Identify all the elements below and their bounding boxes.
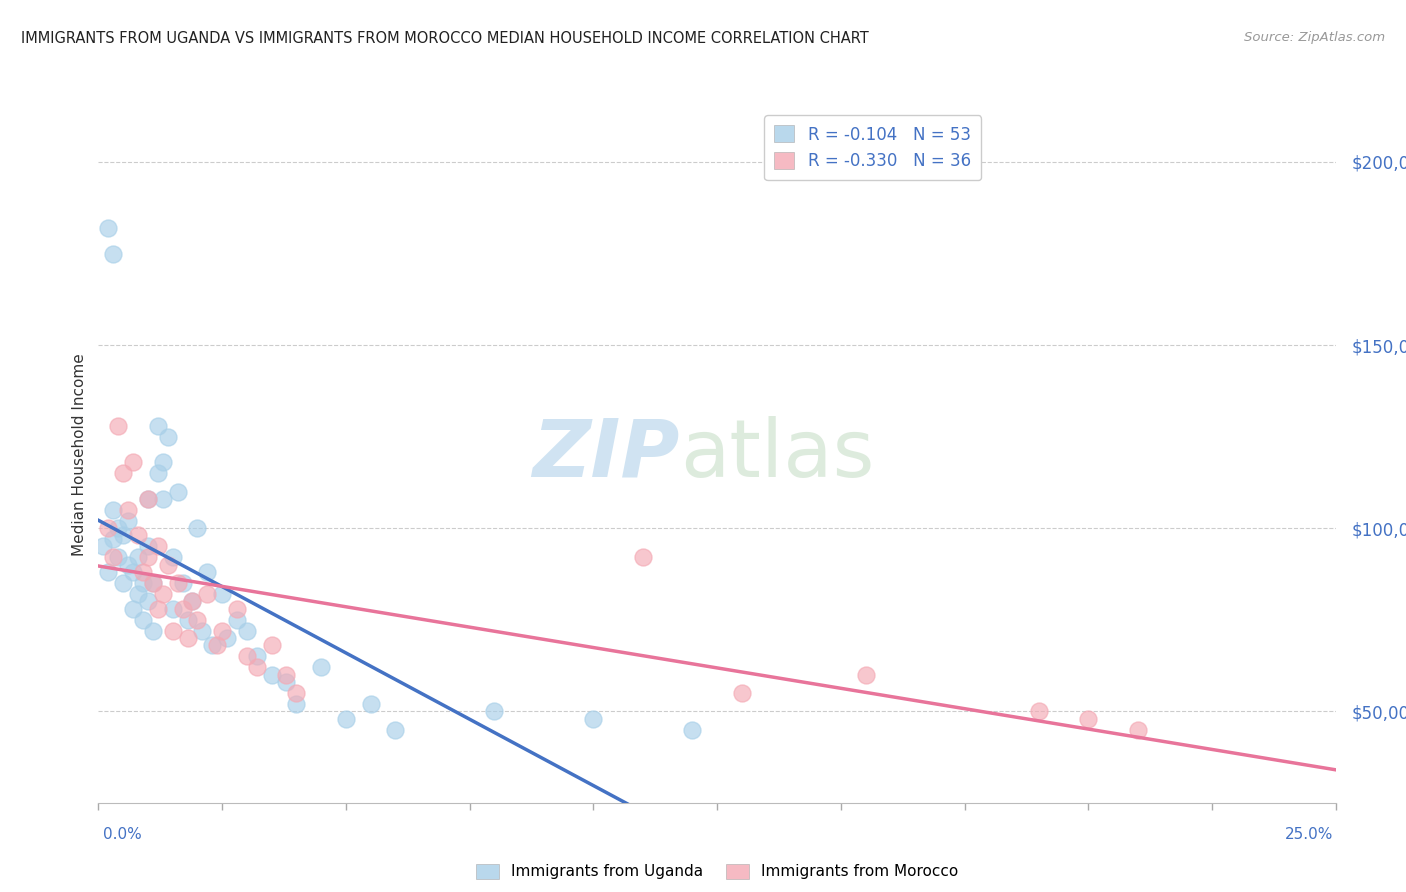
Point (132, 576, 155, 591)
Point (117, 514, 139, 528)
Point (681, 723, 703, 737)
Point (162, 550, 184, 565)
Point (136, 491, 159, 506)
Point (384, 723, 406, 737)
Point (195, 565, 218, 579)
Point (172, 576, 194, 591)
Point (176, 613, 198, 627)
Text: 25.0%: 25.0% (1285, 827, 1333, 841)
Point (484, 704, 506, 718)
Text: IMMIGRANTS FROM UGANDA VS IMMIGRANTS FROM MOROCCO MEDIAN HOUSEHOLD INCOME CORREL: IMMIGRANTS FROM UGANDA VS IMMIGRANTS FRO… (21, 31, 869, 46)
Point (152, 491, 174, 506)
Text: atlas: atlas (681, 416, 875, 494)
Point (276, 667, 298, 681)
Point (246, 649, 269, 664)
Point (211, 624, 233, 638)
Point (103, 503, 125, 517)
Point (127, 550, 149, 565)
Point (855, 667, 877, 681)
Point (97, 521, 120, 535)
Point (335, 712, 357, 726)
Point (582, 712, 605, 726)
Point (285, 686, 308, 700)
Point (172, 601, 194, 615)
Point (186, 613, 208, 627)
Point (181, 594, 204, 608)
Point (260, 667, 283, 681)
Point (142, 624, 165, 638)
Point (142, 576, 165, 591)
Point (112, 467, 135, 481)
Point (156, 558, 179, 572)
Point (1028, 704, 1050, 718)
Point (146, 418, 169, 433)
Point (226, 613, 249, 627)
Point (226, 601, 249, 615)
Point (112, 528, 135, 542)
Point (132, 613, 155, 627)
Point (122, 601, 145, 615)
Point (276, 675, 298, 690)
Point (127, 528, 149, 542)
Point (186, 521, 208, 535)
Point (122, 565, 145, 579)
Point (246, 660, 269, 674)
Point (127, 587, 149, 601)
Point (1126, 723, 1149, 737)
Text: 0.0%: 0.0% (103, 827, 142, 841)
Point (103, 246, 125, 260)
Point (360, 697, 382, 711)
Point (205, 638, 228, 652)
Point (217, 631, 239, 645)
Point (1077, 712, 1099, 726)
Point (97, 220, 120, 235)
Legend: R = -0.104   N = 53, R = -0.330   N = 36: R = -0.104 N = 53, R = -0.330 N = 36 (765, 115, 981, 180)
Point (146, 467, 169, 481)
Point (176, 631, 198, 645)
Point (152, 455, 174, 469)
Point (166, 576, 188, 591)
Point (162, 601, 184, 615)
Point (122, 455, 145, 469)
Point (97, 565, 120, 579)
Text: ZIP: ZIP (533, 416, 681, 494)
Point (195, 587, 218, 601)
Point (132, 565, 155, 579)
Point (181, 594, 204, 608)
Point (236, 624, 259, 638)
Point (136, 594, 159, 608)
Point (136, 540, 159, 554)
Point (142, 576, 165, 591)
Point (166, 484, 188, 499)
Point (103, 550, 125, 565)
Point (191, 624, 214, 638)
Point (201, 638, 224, 652)
Point (309, 660, 332, 674)
Point (112, 576, 135, 591)
Point (107, 521, 129, 535)
Point (107, 550, 129, 565)
Point (117, 503, 139, 517)
Point (136, 491, 159, 506)
Point (631, 550, 654, 565)
Point (107, 418, 129, 433)
Point (146, 601, 169, 615)
Point (117, 558, 139, 572)
Point (260, 638, 283, 652)
Point (146, 540, 169, 554)
Point (236, 649, 259, 664)
Point (136, 550, 159, 565)
Y-axis label: Median Household Income: Median Household Income (72, 353, 87, 557)
Point (156, 429, 179, 443)
Point (285, 697, 308, 711)
Point (162, 624, 184, 638)
Point (93, 540, 115, 554)
Point (152, 587, 174, 601)
Point (731, 686, 754, 700)
Point (211, 587, 233, 601)
Text: Source: ZipAtlas.com: Source: ZipAtlas.com (1244, 31, 1385, 45)
Point (103, 532, 125, 546)
